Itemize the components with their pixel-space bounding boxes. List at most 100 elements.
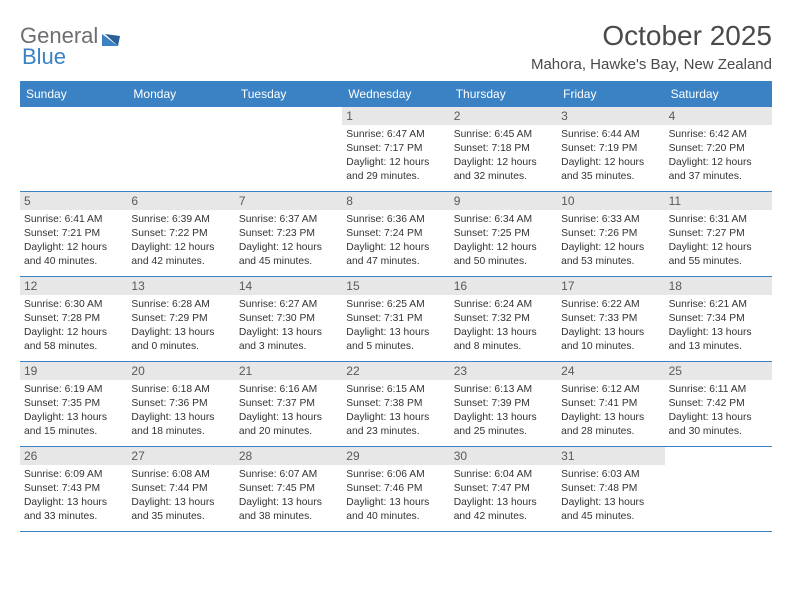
weekday-header: Sunday: [20, 81, 127, 107]
day-cell: 16 Sunrise: 6:24 AMSunset: 7:32 PMDayligh…: [450, 277, 557, 361]
day-cell: 13 Sunrise: 6:28 AMSunset: 7:29 PMDayligh…: [127, 277, 234, 361]
day-number: 3: [557, 107, 664, 125]
day-cell: 21Sunrise: 6:16 AMSunset: 7:37 PMDayligh…: [235, 362, 342, 446]
location: Mahora, Hawke's Bay, New Zealand: [531, 56, 772, 73]
day-number: 14: [235, 277, 342, 295]
day-details: Sunrise: 6:47 AMSunset: 7:17 PMDaylight:…: [346, 128, 445, 184]
day-details: Sunrise: 6:41 AMSunset: 7:21 PMDaylight:…: [24, 213, 123, 269]
day-details: Sunrise: 6:28 AMSunset: 7:29 PMDaylight:…: [131, 298, 230, 354]
calendar-week: 12 Sunrise: 6:30 AMSunset: 7:28 PMDayligh…: [20, 277, 772, 362]
day-cell: 23 Sunrise: 6:13 AMSunset: 7:39 PMDayligh…: [450, 362, 557, 446]
day-cell: [665, 447, 772, 531]
day-number: 6: [127, 192, 234, 210]
day-number: 8: [342, 192, 449, 210]
day-cell: 6 Sunrise: 6:39 AMSunset: 7:22 PMDaylight…: [127, 192, 234, 276]
day-cell: 4 Sunrise: 6:42 AMSunset: 7:20 PMDaylight…: [665, 107, 772, 191]
day-cell: 12 Sunrise: 6:30 AMSunset: 7:28 PMDayligh…: [20, 277, 127, 361]
day-cell: 18 Sunrise: 6:21 AMSunset: 7:34 PMDayligh…: [665, 277, 772, 361]
calendar-week: 5Sunrise: 6:41 AMSunset: 7:21 PMDaylight…: [20, 192, 772, 277]
day-cell: 15 Sunrise: 6:25 AMSunset: 7:31 PMDayligh…: [342, 277, 449, 361]
day-details: Sunrise: 6:18 AMSunset: 7:36 PMDaylight:…: [131, 383, 230, 439]
day-number: 25: [665, 362, 772, 380]
day-details: Sunrise: 6:21 AMSunset: 7:34 PMDaylight:…: [669, 298, 768, 354]
day-number: 24: [557, 362, 664, 380]
day-details: Sunrise: 6:42 AMSunset: 7:20 PMDaylight:…: [669, 128, 768, 184]
day-details: Sunrise: 6:13 AMSunset: 7:39 PMDaylight:…: [454, 383, 553, 439]
day-details: Sunrise: 6:31 AMSunset: 7:27 PMDaylight:…: [669, 213, 768, 269]
day-number: 23: [450, 362, 557, 380]
day-details: Sunrise: 6:25 AMSunset: 7:31 PMDaylight:…: [346, 298, 445, 354]
day-number: 12: [20, 277, 127, 295]
day-details: Sunrise: 6:30 AMSunset: 7:28 PMDaylight:…: [24, 298, 123, 354]
day-cell: [20, 107, 127, 191]
day-details: Sunrise: 6:07 AMSunset: 7:45 PMDaylight:…: [239, 468, 338, 524]
logo-triangle-icon: [102, 26, 122, 52]
calendar-week: 19Sunrise: 6:19 AMSunset: 7:35 PMDayligh…: [20, 362, 772, 447]
day-number: 26: [20, 447, 127, 465]
day-number: 4: [665, 107, 772, 125]
day-number: 7: [235, 192, 342, 210]
day-details: Sunrise: 6:44 AMSunset: 7:19 PMDaylight:…: [561, 128, 660, 184]
day-cell: 30 Sunrise: 6:04 AMSunset: 7:47 PMDayligh…: [450, 447, 557, 531]
day-number: 28: [235, 447, 342, 465]
day-number: 2: [450, 107, 557, 125]
day-cell: 22 Sunrise: 6:15 AMSunset: 7:38 PMDayligh…: [342, 362, 449, 446]
weekday-header: Wednesday: [342, 81, 449, 107]
day-number: 19: [20, 362, 127, 380]
day-cell: 7 Sunrise: 6:37 AMSunset: 7:23 PMDaylight…: [235, 192, 342, 276]
day-cell: 31 Sunrise: 6:03 AMSunset: 7:48 PMDayligh…: [557, 447, 664, 531]
day-number: 31: [557, 447, 664, 465]
day-number: 15: [342, 277, 449, 295]
page-header: General October 2025 Mahora, Hawke's Bay…: [20, 20, 772, 73]
day-cell: 1Sunrise: 6:47 AMSunset: 7:17 PMDaylight…: [342, 107, 449, 191]
day-number: 20: [127, 362, 234, 380]
day-cell: 10Sunrise: 6:33 AMSunset: 7:26 PMDayligh…: [557, 192, 664, 276]
day-cell: 25 Sunrise: 6:11 AMSunset: 7:42 PMDayligh…: [665, 362, 772, 446]
day-cell: 11 Sunrise: 6:31 AMSunset: 7:27 PMDayligh…: [665, 192, 772, 276]
day-details: Sunrise: 6:06 AMSunset: 7:46 PMDaylight:…: [346, 468, 445, 524]
day-cell: [235, 107, 342, 191]
calendar-body: 1Sunrise: 6:47 AMSunset: 7:17 PMDaylight…: [20, 107, 772, 532]
day-number: 16: [450, 277, 557, 295]
day-cell: 14 Sunrise: 6:27 AMSunset: 7:30 PMDayligh…: [235, 277, 342, 361]
month-title: October 2025: [531, 20, 772, 52]
day-details: Sunrise: 6:39 AMSunset: 7:22 PMDaylight:…: [131, 213, 230, 269]
day-cell: 19Sunrise: 6:19 AMSunset: 7:35 PMDayligh…: [20, 362, 127, 446]
day-cell: 26 Sunrise: 6:09 AMSunset: 7:43 PMDayligh…: [20, 447, 127, 531]
calendar-week: 1Sunrise: 6:47 AMSunset: 7:17 PMDaylight…: [20, 107, 772, 192]
day-number: 13: [127, 277, 234, 295]
day-details: Sunrise: 6:27 AMSunset: 7:30 PMDaylight:…: [239, 298, 338, 354]
day-cell: 28 Sunrise: 6:07 AMSunset: 7:45 PMDayligh…: [235, 447, 342, 531]
day-cell: 27 Sunrise: 6:08 AMSunset: 7:44 PMDayligh…: [127, 447, 234, 531]
day-number: 29: [342, 447, 449, 465]
day-cell: [127, 107, 234, 191]
day-details: Sunrise: 6:24 AMSunset: 7:32 PMDaylight:…: [454, 298, 553, 354]
day-cell: 24 Sunrise: 6:12 AMSunset: 7:41 PMDayligh…: [557, 362, 664, 446]
day-cell: 3 Sunrise: 6:44 AMSunset: 7:19 PMDaylight…: [557, 107, 664, 191]
day-details: Sunrise: 6:08 AMSunset: 7:44 PMDaylight:…: [131, 468, 230, 524]
day-details: Sunrise: 6:09 AMSunset: 7:43 PMDaylight:…: [24, 468, 123, 524]
day-details: Sunrise: 6:04 AMSunset: 7:47 PMDaylight:…: [454, 468, 553, 524]
day-cell: 29 Sunrise: 6:06 AMSunset: 7:46 PMDayligh…: [342, 447, 449, 531]
day-details: Sunrise: 6:34 AMSunset: 7:25 PMDaylight:…: [454, 213, 553, 269]
day-details: Sunrise: 6:37 AMSunset: 7:23 PMDaylight:…: [239, 213, 338, 269]
day-number: 22: [342, 362, 449, 380]
day-number: 27: [127, 447, 234, 465]
day-number: 18: [665, 277, 772, 295]
day-cell: 2 Sunrise: 6:45 AMSunset: 7:18 PMDaylight…: [450, 107, 557, 191]
day-cell: 9 Sunrise: 6:34 AMSunset: 7:25 PMDaylight…: [450, 192, 557, 276]
weekday-header: Saturday: [665, 81, 772, 107]
day-details: Sunrise: 6:12 AMSunset: 7:41 PMDaylight:…: [561, 383, 660, 439]
day-number: 30: [450, 447, 557, 465]
day-number: 11: [665, 192, 772, 210]
day-number: 21: [235, 362, 342, 380]
day-number: 9: [450, 192, 557, 210]
weekday-header: Friday: [557, 81, 664, 107]
day-details: Sunrise: 6:45 AMSunset: 7:18 PMDaylight:…: [454, 128, 553, 184]
title-block: October 2025 Mahora, Hawke's Bay, New Ze…: [531, 20, 772, 73]
day-details: Sunrise: 6:11 AMSunset: 7:42 PMDaylight:…: [669, 383, 768, 439]
day-details: Sunrise: 6:15 AMSunset: 7:38 PMDaylight:…: [346, 383, 445, 439]
calendar-week: 26 Sunrise: 6:09 AMSunset: 7:43 PMDayligh…: [20, 447, 772, 532]
day-details: Sunrise: 6:22 AMSunset: 7:33 PMDaylight:…: [561, 298, 660, 354]
day-details: Sunrise: 6:03 AMSunset: 7:48 PMDaylight:…: [561, 468, 660, 524]
